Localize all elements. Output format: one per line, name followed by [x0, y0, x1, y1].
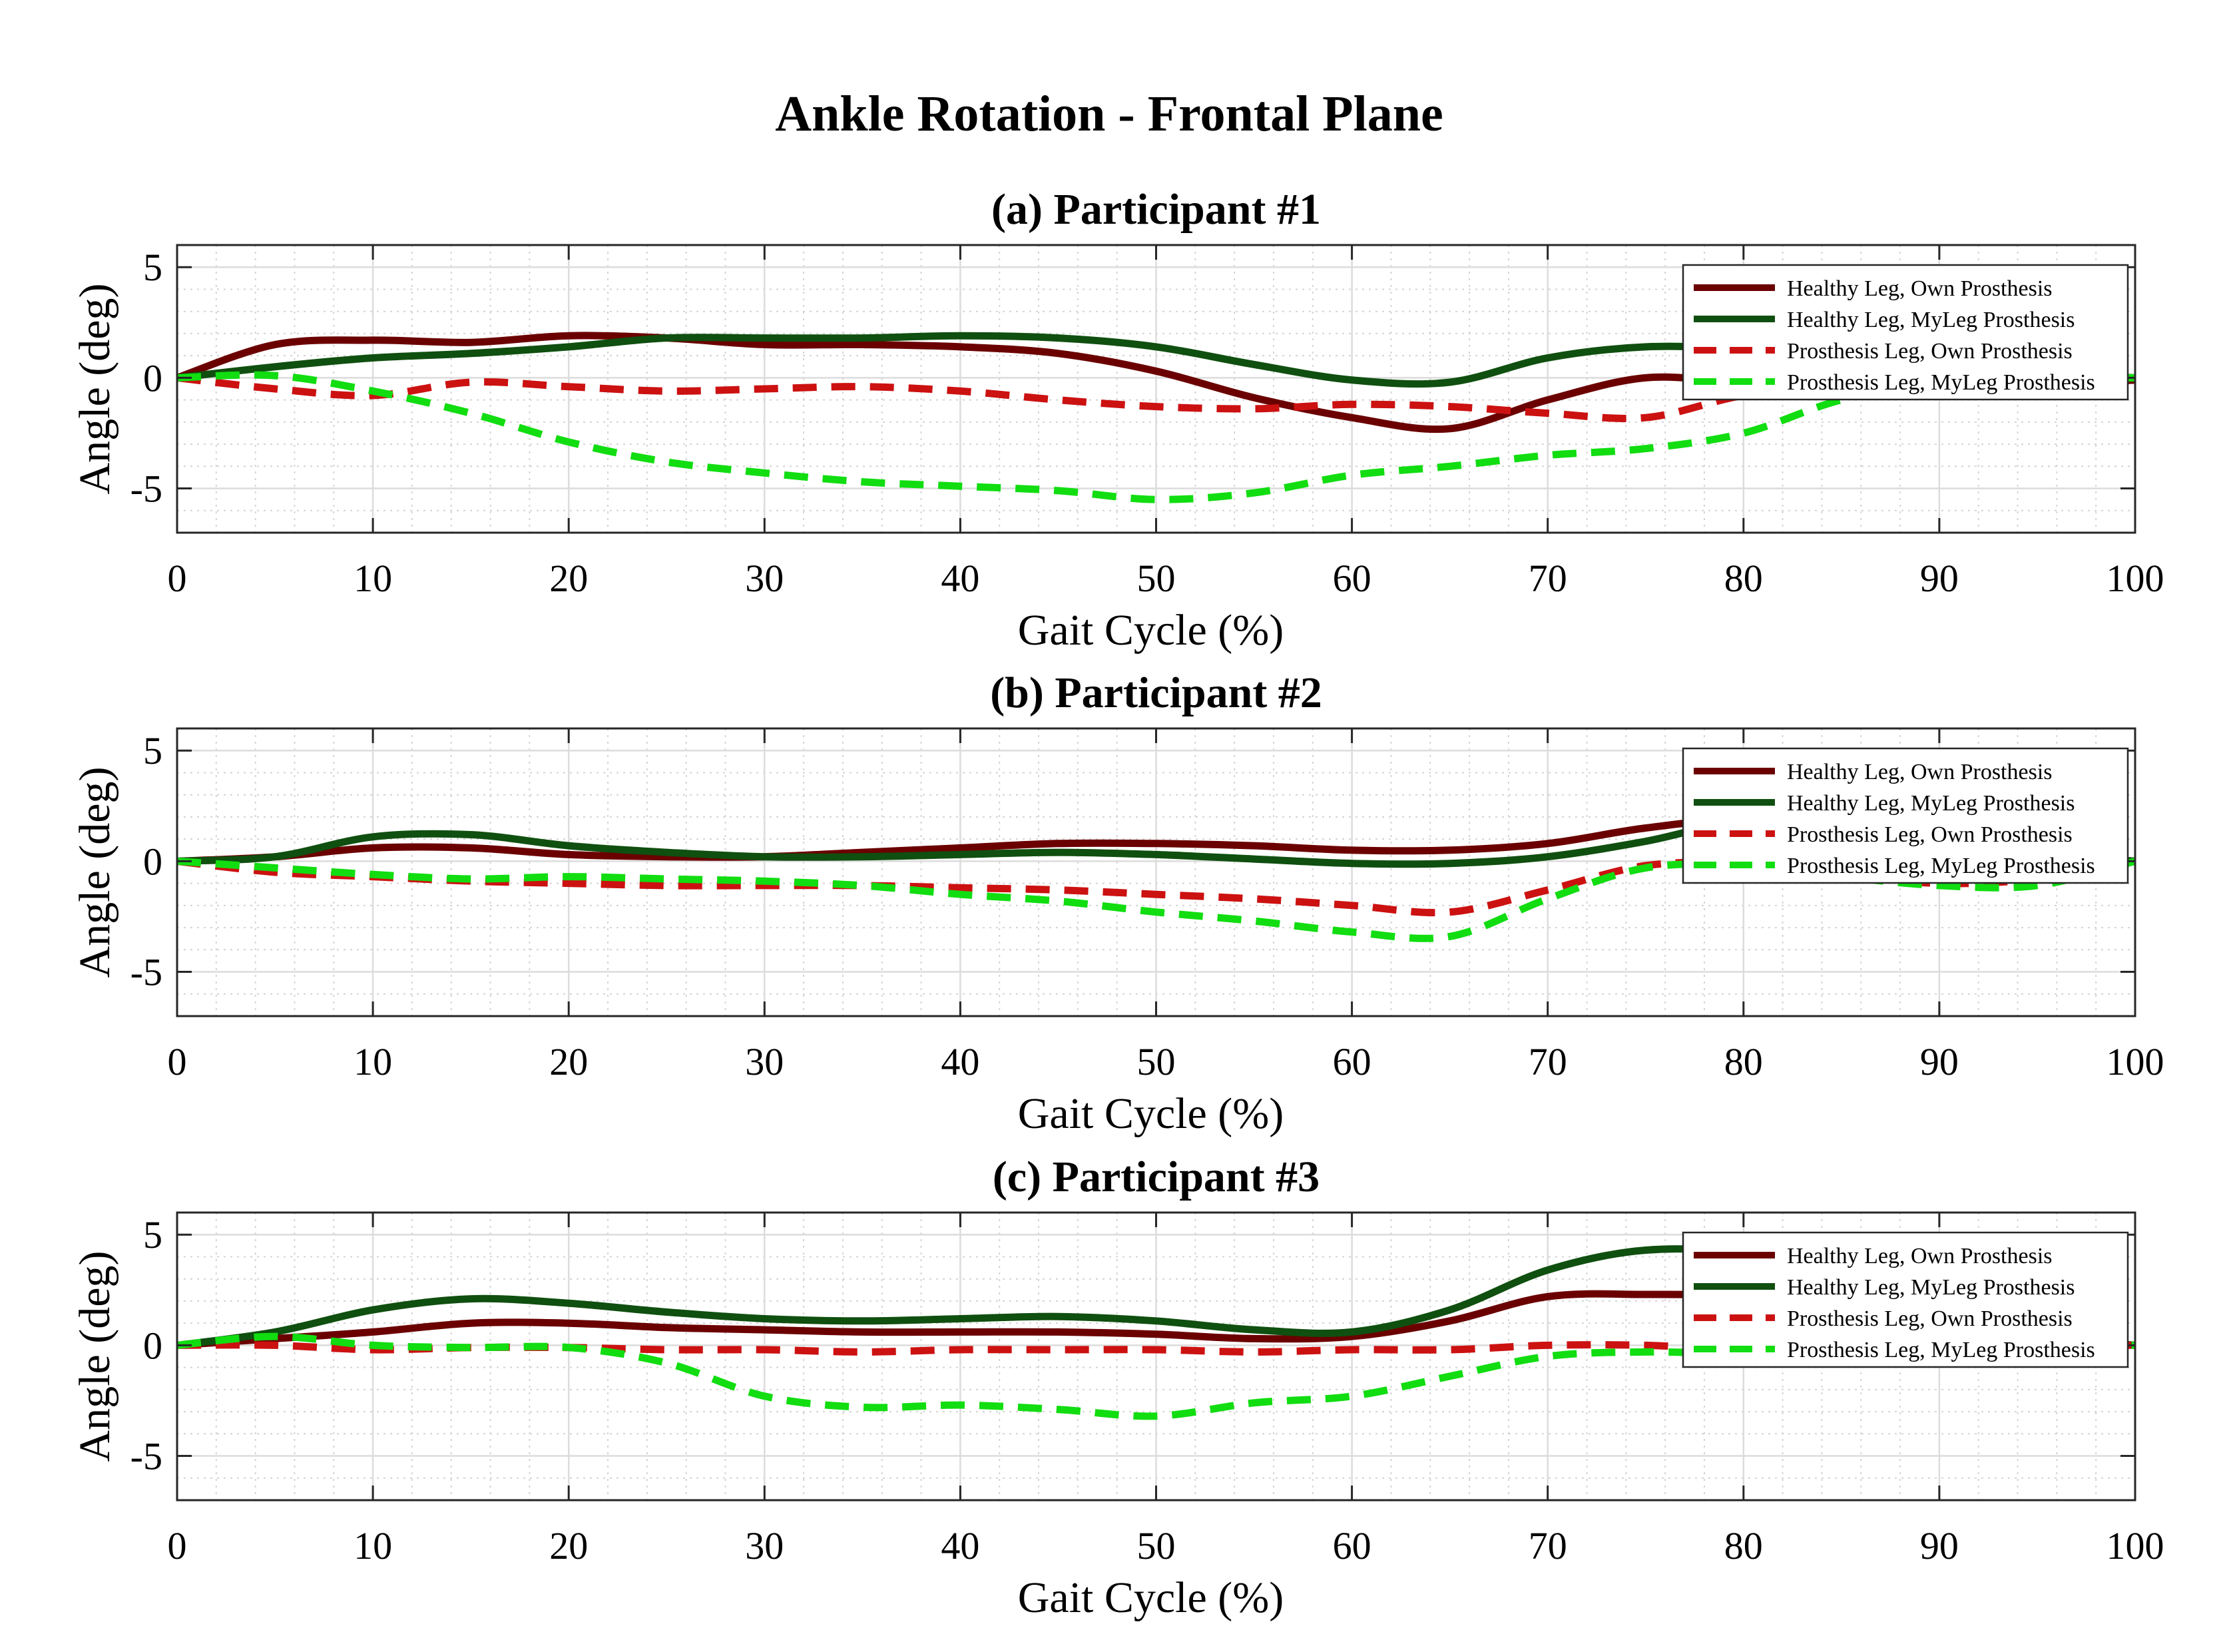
- x-tick-label: 90: [1920, 557, 1959, 600]
- legend-label-2: Healthy Leg, MyLeg Prosthesis: [1787, 1275, 2075, 1300]
- legend: Healthy Leg, Own Prosthesis Healthy Leg, …: [1682, 1231, 2129, 1368]
- y-axis-label: Angle (deg): [71, 1250, 119, 1462]
- x-tick-label: 20: [549, 1524, 588, 1567]
- panel-3: (c) Participant #30 10 20 30 40 50 60 70 80 90 100…: [71, 1153, 2164, 1622]
- y-tick-label: 0: [143, 356, 162, 400]
- x-tick-label: 40: [941, 1040, 979, 1083]
- x-tick-label: 30: [745, 1524, 784, 1567]
- y-axis-label: Angle (deg): [71, 283, 119, 494]
- x-tick-label: 20: [549, 557, 588, 600]
- legend-label-4: Prosthesis Leg, MyLeg Prosthesis: [1787, 370, 2095, 395]
- panel-2: (b) Participant #20 10 20 30 40 50 60 70 80 90 100…: [71, 669, 2164, 1138]
- x-tick-label: 10: [354, 1040, 392, 1083]
- x-tick-label: 20: [549, 1040, 588, 1083]
- y-tick-label: -5: [130, 951, 162, 994]
- legend-label-1: Healthy Leg, Own Prosthesis: [1787, 276, 2053, 301]
- y-tick-label: 5: [143, 729, 162, 772]
- x-tick-label: 70: [1529, 1524, 1567, 1567]
- legend-label-1: Healthy Leg, Own Prosthesis: [1787, 1244, 2053, 1268]
- x-tick-label: 90: [1920, 1524, 1959, 1567]
- x-tick-label: 90: [1920, 1040, 1959, 1083]
- x-tick-label: 80: [1724, 1040, 1763, 1083]
- x-tick-label: 80: [1724, 1524, 1763, 1567]
- x-tick-label: 0: [168, 1040, 187, 1083]
- tick-marks: [176, 728, 2136, 1016]
- x-tick-label: 70: [1529, 557, 1567, 600]
- legend-label-1: Healthy Leg, Own Prosthesis: [1787, 760, 2053, 784]
- panel-1: (a) Participant #10 10 20 30 40 50 60 70 80 90 100…: [71, 185, 2164, 655]
- x-axis-label: Gait Cycle (%): [1018, 1089, 1284, 1138]
- x-tick-label: 50: [1137, 1040, 1176, 1083]
- panel-title: (c) Participant #3: [993, 1153, 1320, 1201]
- x-tick-label: 70: [1529, 1040, 1567, 1083]
- x-axis-label: Gait Cycle (%): [1018, 606, 1284, 655]
- legend-label-2: Healthy Leg, MyLeg Prosthesis: [1787, 308, 2075, 332]
- x-tick-label: 0: [168, 1524, 187, 1567]
- tick-marks: [176, 245, 2136, 533]
- series-line-4: [176, 371, 2136, 503]
- x-tick-label: 50: [1137, 1524, 1176, 1567]
- series-line-4: [176, 1332, 2136, 1420]
- x-tick-label: 40: [941, 1524, 979, 1567]
- series-line-4: [176, 857, 2136, 942]
- x-tick-label: 40: [941, 557, 979, 600]
- panel-title: (b) Participant #2: [990, 669, 1322, 717]
- y-tick-label: 0: [143, 840, 162, 883]
- legend-label-3: Prosthesis Leg, Own Prosthesis: [1787, 1306, 2073, 1331]
- legend-label-4: Prosthesis Leg, MyLeg Prosthesis: [1787, 1338, 2095, 1362]
- y-tick-label: 5: [143, 1213, 162, 1256]
- legend-label-3: Prosthesis Leg, Own Prosthesis: [1787, 339, 2073, 364]
- x-axis-label: Gait Cycle (%): [1018, 1573, 1284, 1622]
- legend: Healthy Leg, Own Prosthesis Healthy Leg, …: [1682, 747, 2129, 884]
- panels: (a) Participant #10 10 20 30 40 50 60 70 80 90 100…: [71, 185, 2164, 1622]
- x-tick-label: 10: [354, 557, 392, 600]
- x-tick-label: 30: [745, 1040, 784, 1083]
- x-tick-label: 80: [1724, 557, 1763, 600]
- y-tick-label: 0: [143, 1324, 162, 1367]
- x-tick-label: 10: [354, 1524, 392, 1567]
- legend-label-4: Prosthesis Leg, MyLeg Prosthesis: [1787, 854, 2095, 878]
- y-axis-label: Angle (deg): [71, 766, 119, 977]
- y-tick-label: -5: [130, 1435, 162, 1478]
- x-tick-label: 60: [1333, 557, 1371, 600]
- x-tick-label: 30: [745, 557, 784, 600]
- x-tick-label: 100: [2106, 557, 2164, 600]
- x-tick-label: 100: [2106, 1524, 2164, 1567]
- legend-label-2: Healthy Leg, MyLeg Prosthesis: [1787, 791, 2075, 816]
- legend-label-3: Prosthesis Leg, Own Prosthesis: [1787, 822, 2073, 847]
- x-tick-label: 50: [1137, 557, 1176, 600]
- figure-title: Ankle Rotation - Frontal Plane: [775, 86, 1443, 142]
- x-tick-label: 60: [1333, 1524, 1371, 1567]
- x-tick-label: 0: [168, 557, 187, 600]
- y-tick-label: 5: [143, 246, 162, 289]
- legend: Healthy Leg, Own Prosthesis Healthy Leg, …: [1682, 264, 2129, 401]
- y-tick-label: -5: [130, 467, 162, 511]
- x-tick-label: 100: [2106, 1040, 2164, 1083]
- x-tick-label: 60: [1333, 1040, 1371, 1083]
- panel-title: (a) Participant #1: [991, 185, 1321, 234]
